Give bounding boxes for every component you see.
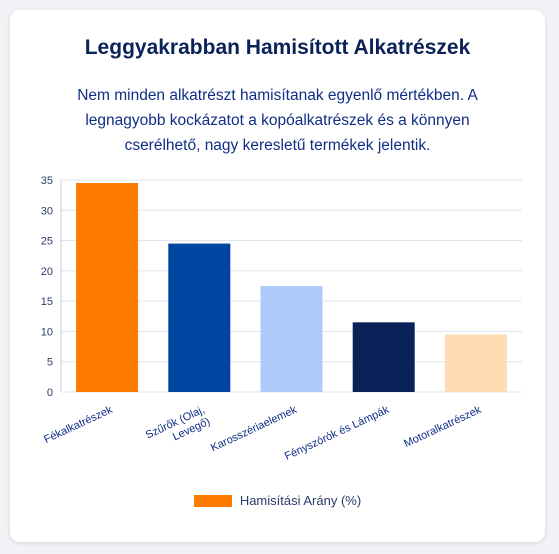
- bar: [260, 286, 323, 392]
- x-tick-label: Fényszórók és Lámpák: [283, 404, 392, 463]
- x-tick-label-line: Karosszériaelemek: [209, 404, 299, 455]
- chart-card: Leggyakrabban Hamisított Alkatrészek Nem…: [10, 10, 545, 542]
- x-tick-label-line: Motoralkatrészek: [402, 404, 483, 450]
- bar: [444, 334, 507, 392]
- chart-subtitle: Nem minden alkatrészt hamisítanak egyenl…: [77, 87, 478, 154]
- y-tick-label: 20: [41, 266, 53, 278]
- x-tick-label: Szűrők (Olaj,Levegő): [144, 404, 212, 454]
- legend-label: Hamisítási Arány (%): [239, 493, 362, 508]
- y-tick-label: 0: [47, 387, 53, 399]
- legend-swatch: [193, 494, 232, 507]
- y-tick-label: 5: [47, 357, 53, 369]
- chart-legend[interactable]: Hamisítási Arány (%): [10, 493, 545, 508]
- chart-title: Leggyakrabban Hamisított Alkatrészek: [84, 36, 471, 59]
- x-tick-label-line: Fékalkatrészek: [42, 404, 115, 446]
- y-tick-label: 35: [41, 175, 53, 187]
- x-tick-label: Karosszériaelemek: [209, 404, 299, 455]
- x-tick-label-line: Fényszórók és Lámpák: [283, 404, 392, 463]
- y-tick-label: 30: [41, 205, 53, 217]
- bar: [168, 243, 231, 392]
- bar: [352, 322, 415, 392]
- y-tick-label: 25: [41, 236, 53, 248]
- x-tick-label: Fékalkatrészek: [42, 404, 115, 446]
- y-tick-label: 10: [41, 326, 53, 338]
- bar-chart: 0 5 10 15 20 25 30 35 Fékalkatrészek Szűrők (Olaj…: [41, 175, 522, 463]
- x-tick-label: Motoralkatrészek: [402, 404, 483, 450]
- bar: [76, 183, 139, 392]
- y-tick-label: 15: [41, 296, 53, 308]
